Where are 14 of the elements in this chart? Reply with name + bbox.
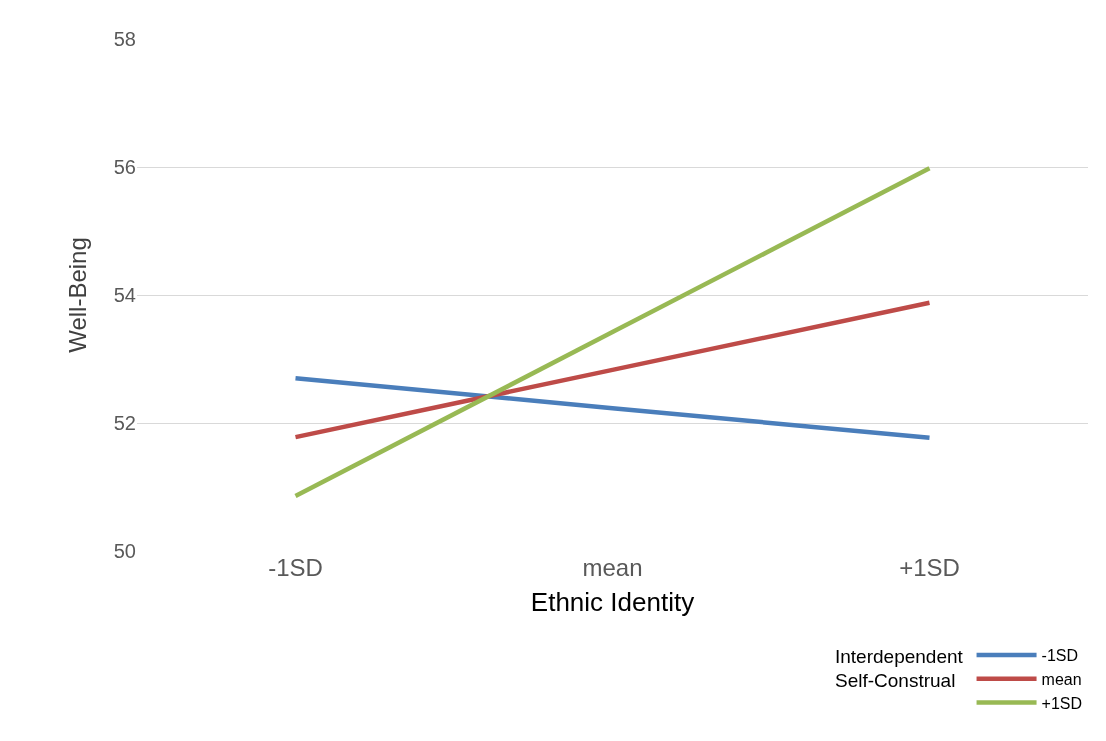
y-axis-title: Well-Being: [63, 237, 91, 353]
x-tick-label: mean: [582, 554, 643, 581]
legend-label: -1SD: [1041, 647, 1079, 665]
legend-title: Interdependent Self-Construal: [835, 645, 964, 692]
y-tick-label: 56: [113, 156, 136, 178]
x-tick-label: +1SD: [899, 554, 960, 581]
y-tick-label: 52: [113, 412, 136, 434]
x-axis-title: Ethnic Identity: [530, 586, 695, 617]
legend-label: mean: [1041, 670, 1082, 688]
y-tick-label: 50: [113, 540, 136, 562]
legend-label: +1SD: [1041, 694, 1083, 712]
y-tick-label: 58: [113, 28, 136, 50]
y-tick-label: 54: [113, 284, 136, 306]
x-tick-label: -1SD: [268, 554, 323, 581]
